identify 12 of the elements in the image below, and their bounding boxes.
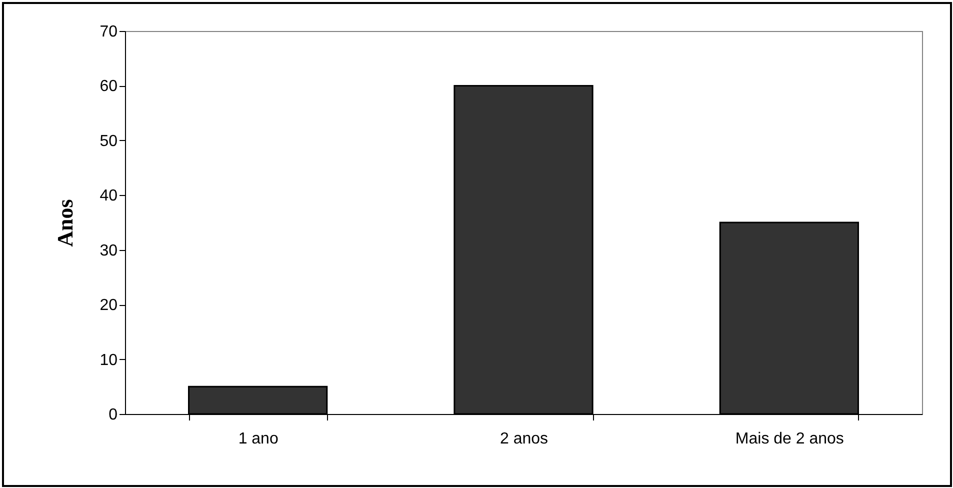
y-tick-label: 60 <box>100 78 118 96</box>
y-tick-label: 70 <box>100 24 118 40</box>
y-tick-label: 0 <box>108 406 118 424</box>
y-tick-label: 30 <box>100 242 118 260</box>
x-tick-label: Mais de 2 anos <box>735 430 844 448</box>
x-tick-label: 1 ano <box>238 430 278 448</box>
y-tick-label: 20 <box>100 297 118 314</box>
y-axis-title: Anos <box>52 198 78 247</box>
x-tick-label: 2 anos <box>500 430 548 448</box>
y-tick-label: 10 <box>100 352 118 369</box>
y-tick-label: 40 <box>100 188 118 205</box>
y-tick-label: 50 <box>100 132 118 150</box>
